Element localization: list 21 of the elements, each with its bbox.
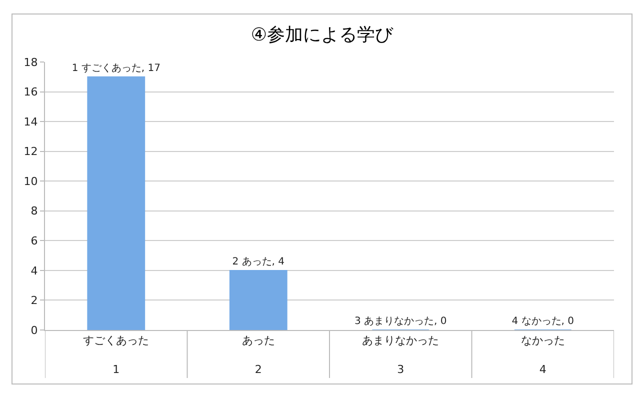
y-tick-label: 18 [24, 56, 38, 69]
y-tick-label: 14 [24, 115, 38, 128]
bar [87, 76, 146, 330]
y-tick-label: 12 [24, 145, 38, 158]
data-label: 3 あまりなかった, 0 [354, 316, 447, 327]
data-label: 4 なかった, 0 [512, 316, 574, 327]
bar [229, 270, 288, 330]
category-label: すごくあった 1 [83, 334, 150, 376]
data-label: 1 すごくあった, 17 [72, 62, 160, 74]
y-tick-label: 6 [30, 234, 38, 248]
chart-title: ④参加による学び [250, 24, 394, 46]
category-label: なかった 4 [520, 334, 565, 376]
category-label: あまりなかった 3 [362, 334, 440, 376]
data-label: 2 あった, 4 [232, 256, 285, 268]
y-tick-label: 8 [30, 204, 38, 218]
y-tick-label: 10 [24, 174, 38, 188]
y-tick-label: 4 [30, 264, 38, 278]
y-tick-label: 0 [30, 324, 38, 337]
y-tick-label: 2 [30, 294, 38, 308]
y-tick-label: 16 [24, 86, 38, 99]
category-label: あった 2 [242, 334, 275, 376]
